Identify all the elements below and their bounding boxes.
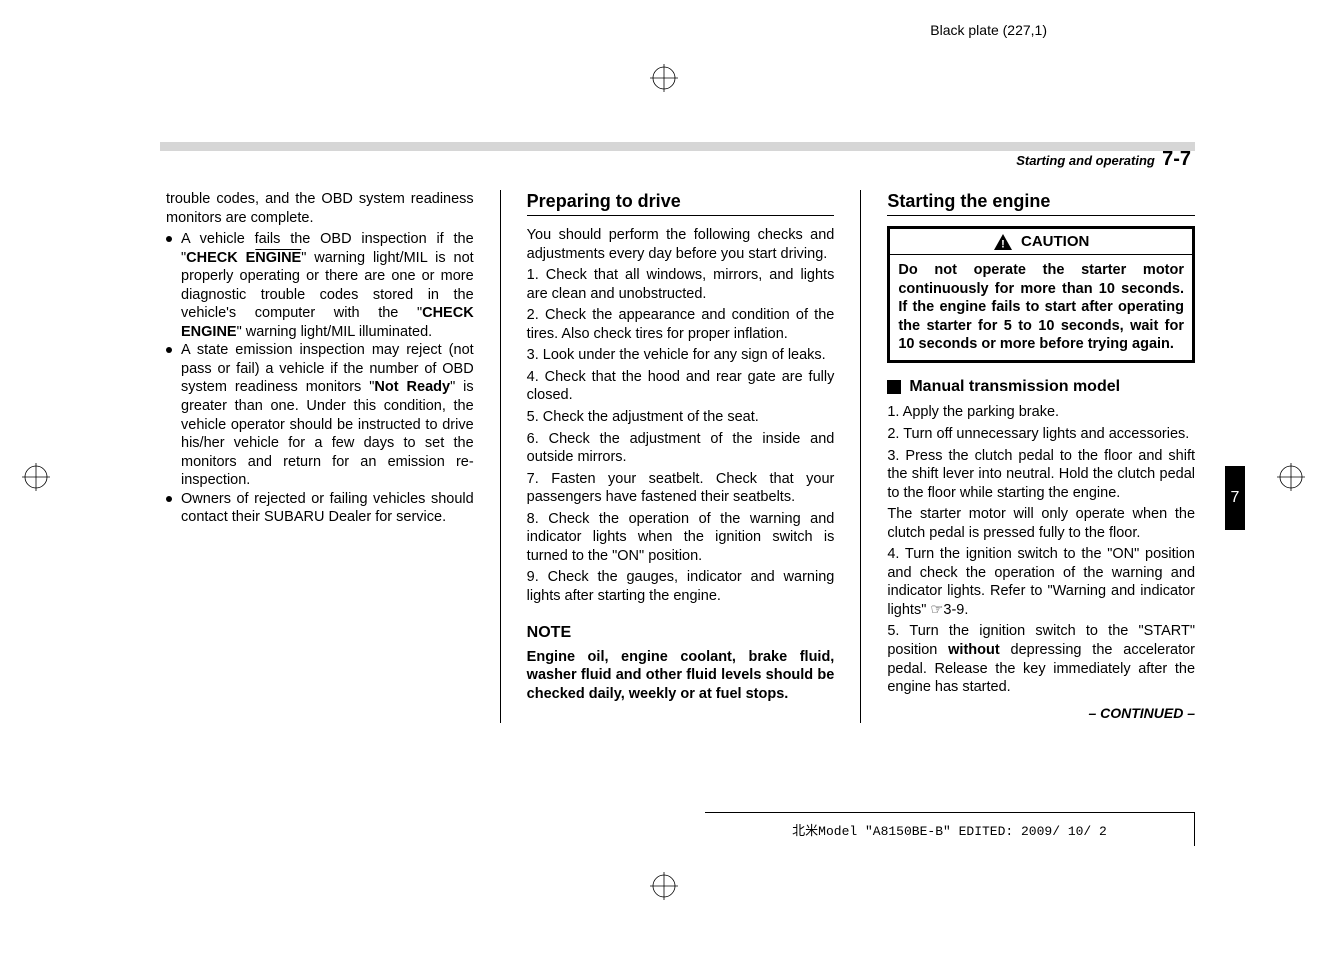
column-divider: [860, 190, 861, 723]
warning-icon: !: [993, 233, 1013, 251]
column-2: Preparing to drive You should perform th…: [527, 190, 835, 723]
bullet-text: Owners of rejected or failing vehicles s…: [181, 490, 474, 527]
para: You should perform the following checks …: [527, 226, 835, 263]
step: 4. Check that the hood and rear gate are…: [527, 368, 835, 405]
sub-heading-text: Manual transmission model: [909, 377, 1120, 397]
bullet-text: A state emission inspection may reject (…: [181, 341, 474, 489]
step: 2. Turn off unnecessary lights and acces…: [887, 425, 1195, 444]
thumb-tab: 7: [1225, 466, 1245, 530]
continued-label: – CONTINUED –: [887, 705, 1195, 723]
sub-heading-manual: Manual transmission model: [887, 377, 1195, 397]
step: 3. Look under the vehicle for any sign o…: [527, 346, 835, 365]
caution-label: CAUTION: [1021, 232, 1089, 251]
t: " is greater than one. Under this condit…: [181, 379, 474, 488]
step: 5. Check the adjustment of the seat.: [527, 408, 835, 427]
section-title-starting: Starting the engine: [887, 190, 1195, 216]
t: NGINE: [255, 250, 301, 266]
para: The starter motor will only operate when…: [887, 505, 1195, 542]
caution-box: ! CAUTION Do not operate the starter mot…: [887, 226, 1195, 363]
step: 7. Fasten your seatbelt. Check that your…: [527, 470, 835, 507]
t: Not Ready: [374, 379, 450, 395]
running-header: Starting and operating 7-7: [1016, 148, 1191, 171]
reference-icon: ☞: [930, 602, 943, 618]
crop-mark-left: [22, 463, 50, 491]
page-number: 7-7: [1162, 148, 1191, 170]
step: 8. Check the operation of the warning an…: [527, 510, 835, 566]
step: 1. Check that all windows, mirrors, and …: [527, 266, 835, 303]
crop-mark-bottom: [650, 872, 678, 900]
bullet-text: A vehicle fails the OBD inspection if th…: [181, 230, 474, 341]
bullet-item: A state emission inspection may reject (…: [166, 341, 474, 489]
para: trouble codes, and the OBD system readin…: [166, 190, 474, 227]
step: 9. Check the gauges, indicator and warni…: [527, 568, 835, 605]
step: 6. Check the adjustment of the inside an…: [527, 430, 835, 467]
black-plate-header: Black plate (227,1): [930, 22, 1047, 38]
note-heading: NOTE: [527, 623, 835, 643]
section-label: Starting and operating: [1016, 153, 1155, 168]
bullet-item: Owners of rejected or failing vehicles s…: [166, 490, 474, 527]
columns: trouble codes, and the OBD system readin…: [166, 190, 1195, 723]
bullet-icon: [166, 236, 172, 242]
bullet-icon: [166, 496, 172, 502]
column-3: Starting the engine ! CAUTION Do not ope…: [887, 190, 1195, 723]
step: 3. Press the clutch pedal to the floor a…: [887, 447, 1195, 503]
square-bullet-icon: [887, 380, 901, 394]
t: 3-9.: [943, 602, 968, 618]
step: 1. Apply the parking brake.: [887, 403, 1195, 422]
step: 4. Turn the ignition switch to the "ON" …: [887, 545, 1195, 619]
column-1: trouble codes, and the OBD system readin…: [166, 190, 474, 723]
section-title-preparing: Preparing to drive: [527, 190, 835, 216]
note-body: Engine oil, engine coolant, brake fluid,…: [527, 648, 835, 704]
step: 2. Check the appearance and condition of…: [527, 306, 835, 343]
t: " warning light/MIL illuminated.: [237, 324, 433, 340]
bullet-icon: [166, 347, 172, 353]
step: 5. Turn the ignition switch to the "STAR…: [887, 622, 1195, 696]
t: CHECK E: [186, 250, 255, 266]
crop-mark-right: [1277, 463, 1305, 491]
bullet-item: A vehicle fails the OBD inspection if th…: [166, 230, 474, 341]
svg-text:!: !: [1001, 238, 1005, 250]
column-divider: [500, 190, 501, 723]
caution-body: Do not operate the starter motor continu…: [890, 255, 1192, 360]
crop-mark-top: [650, 64, 678, 92]
caution-header: ! CAUTION: [890, 229, 1192, 255]
page-content: Starting and operating 7-7 7 trouble cod…: [166, 142, 1195, 754]
t: without: [948, 642, 1000, 658]
footer-model-box: 北米Model "A8150BE-B" EDITED: 2009/ 10/ 2: [705, 812, 1195, 846]
